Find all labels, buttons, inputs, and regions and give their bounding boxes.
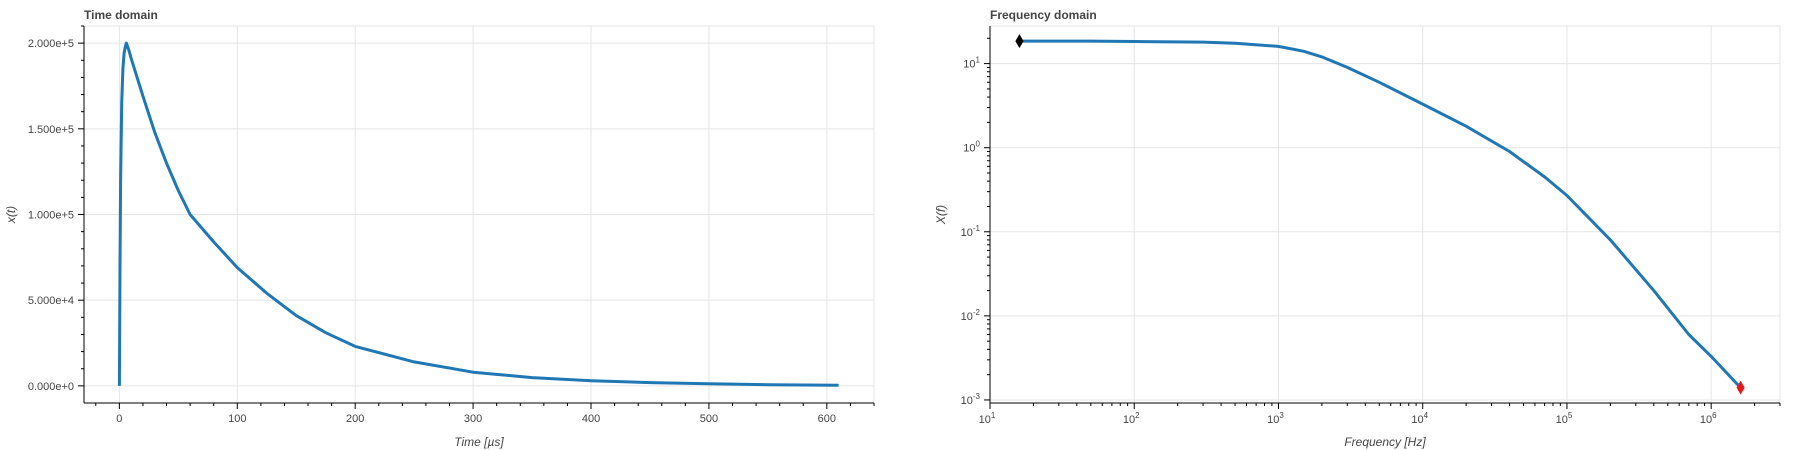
x-tick-label: 400 bbox=[582, 413, 600, 425]
x-axis-label: Time [µs] bbox=[454, 435, 504, 449]
y-tick-exponent: -1 bbox=[973, 224, 981, 233]
time-series-line bbox=[117, 41, 839, 387]
x-tick-label: 200 bbox=[346, 413, 364, 425]
y-axis-label: x(t) bbox=[4, 206, 18, 224]
end-marker bbox=[1736, 380, 1745, 395]
y-tick-exponent: -3 bbox=[973, 392, 981, 401]
y-tick-label: 1.000e+5 bbox=[28, 210, 74, 222]
x-tick-label: 103 bbox=[1267, 411, 1284, 426]
x-tick-label: 101 bbox=[979, 411, 996, 426]
y-tick-exponent: 1 bbox=[976, 56, 981, 65]
time-domain-chart: 0 100 200 300 400 500 600 0.000e+0 5.000e+4 1.000… bbox=[4, 25, 875, 449]
y-tick-exponent: 0 bbox=[976, 140, 981, 149]
start-marker bbox=[1015, 34, 1024, 49]
frequency-domain-chart: 101 102 103 104 105 10610-310-210-1100101Freq… bbox=[934, 25, 1781, 449]
x-tick-exponent: 4 bbox=[1424, 411, 1429, 420]
y-tick-label: 10-2 bbox=[961, 308, 981, 323]
x-tick-exponent: 5 bbox=[1568, 411, 1573, 420]
x-tick-exponent: 1 bbox=[991, 411, 996, 420]
y-tick-label: 1.500e+5 bbox=[28, 124, 74, 136]
plot-area bbox=[989, 25, 1781, 404]
y-tick-label: 10-3 bbox=[961, 392, 981, 407]
x-tick-exponent: 3 bbox=[1279, 411, 1284, 420]
x-tick-label: 106 bbox=[1700, 411, 1717, 426]
frequency-domain-title: Frequency domain bbox=[990, 8, 1097, 22]
y-tick-exponent: -2 bbox=[973, 308, 981, 317]
y-tick-label: 2.000e+5 bbox=[28, 38, 74, 50]
time-domain-title: Time domain bbox=[84, 8, 158, 22]
x-tick-exponent: 2 bbox=[1135, 411, 1140, 420]
y-tick-label: 100 bbox=[963, 140, 980, 155]
x-tick-label: 104 bbox=[1411, 411, 1428, 426]
frequency-series-line bbox=[1019, 39, 1742, 389]
x-tick-label: 500 bbox=[700, 413, 718, 425]
x-tick-label: 600 bbox=[818, 413, 836, 425]
x-tick-label: 300 bbox=[464, 413, 482, 425]
y-tick-label: 0.000e+0 bbox=[28, 381, 74, 393]
x-tick-label: 102 bbox=[1123, 411, 1140, 426]
x-tick-label: 0 bbox=[116, 413, 122, 425]
y-tick-label: 5.000e+4 bbox=[28, 295, 74, 307]
x-axis-label: Frequency [Hz] bbox=[1344, 435, 1426, 449]
y-tick-label: 10-1 bbox=[961, 224, 981, 239]
x-tick-exponent: 6 bbox=[1712, 411, 1717, 420]
x-tick-label: 100 bbox=[228, 413, 246, 425]
x-tick-label: 105 bbox=[1556, 411, 1573, 426]
y-axis-label: X(f) bbox=[934, 205, 948, 225]
y-tick-label: 101 bbox=[963, 56, 980, 71]
